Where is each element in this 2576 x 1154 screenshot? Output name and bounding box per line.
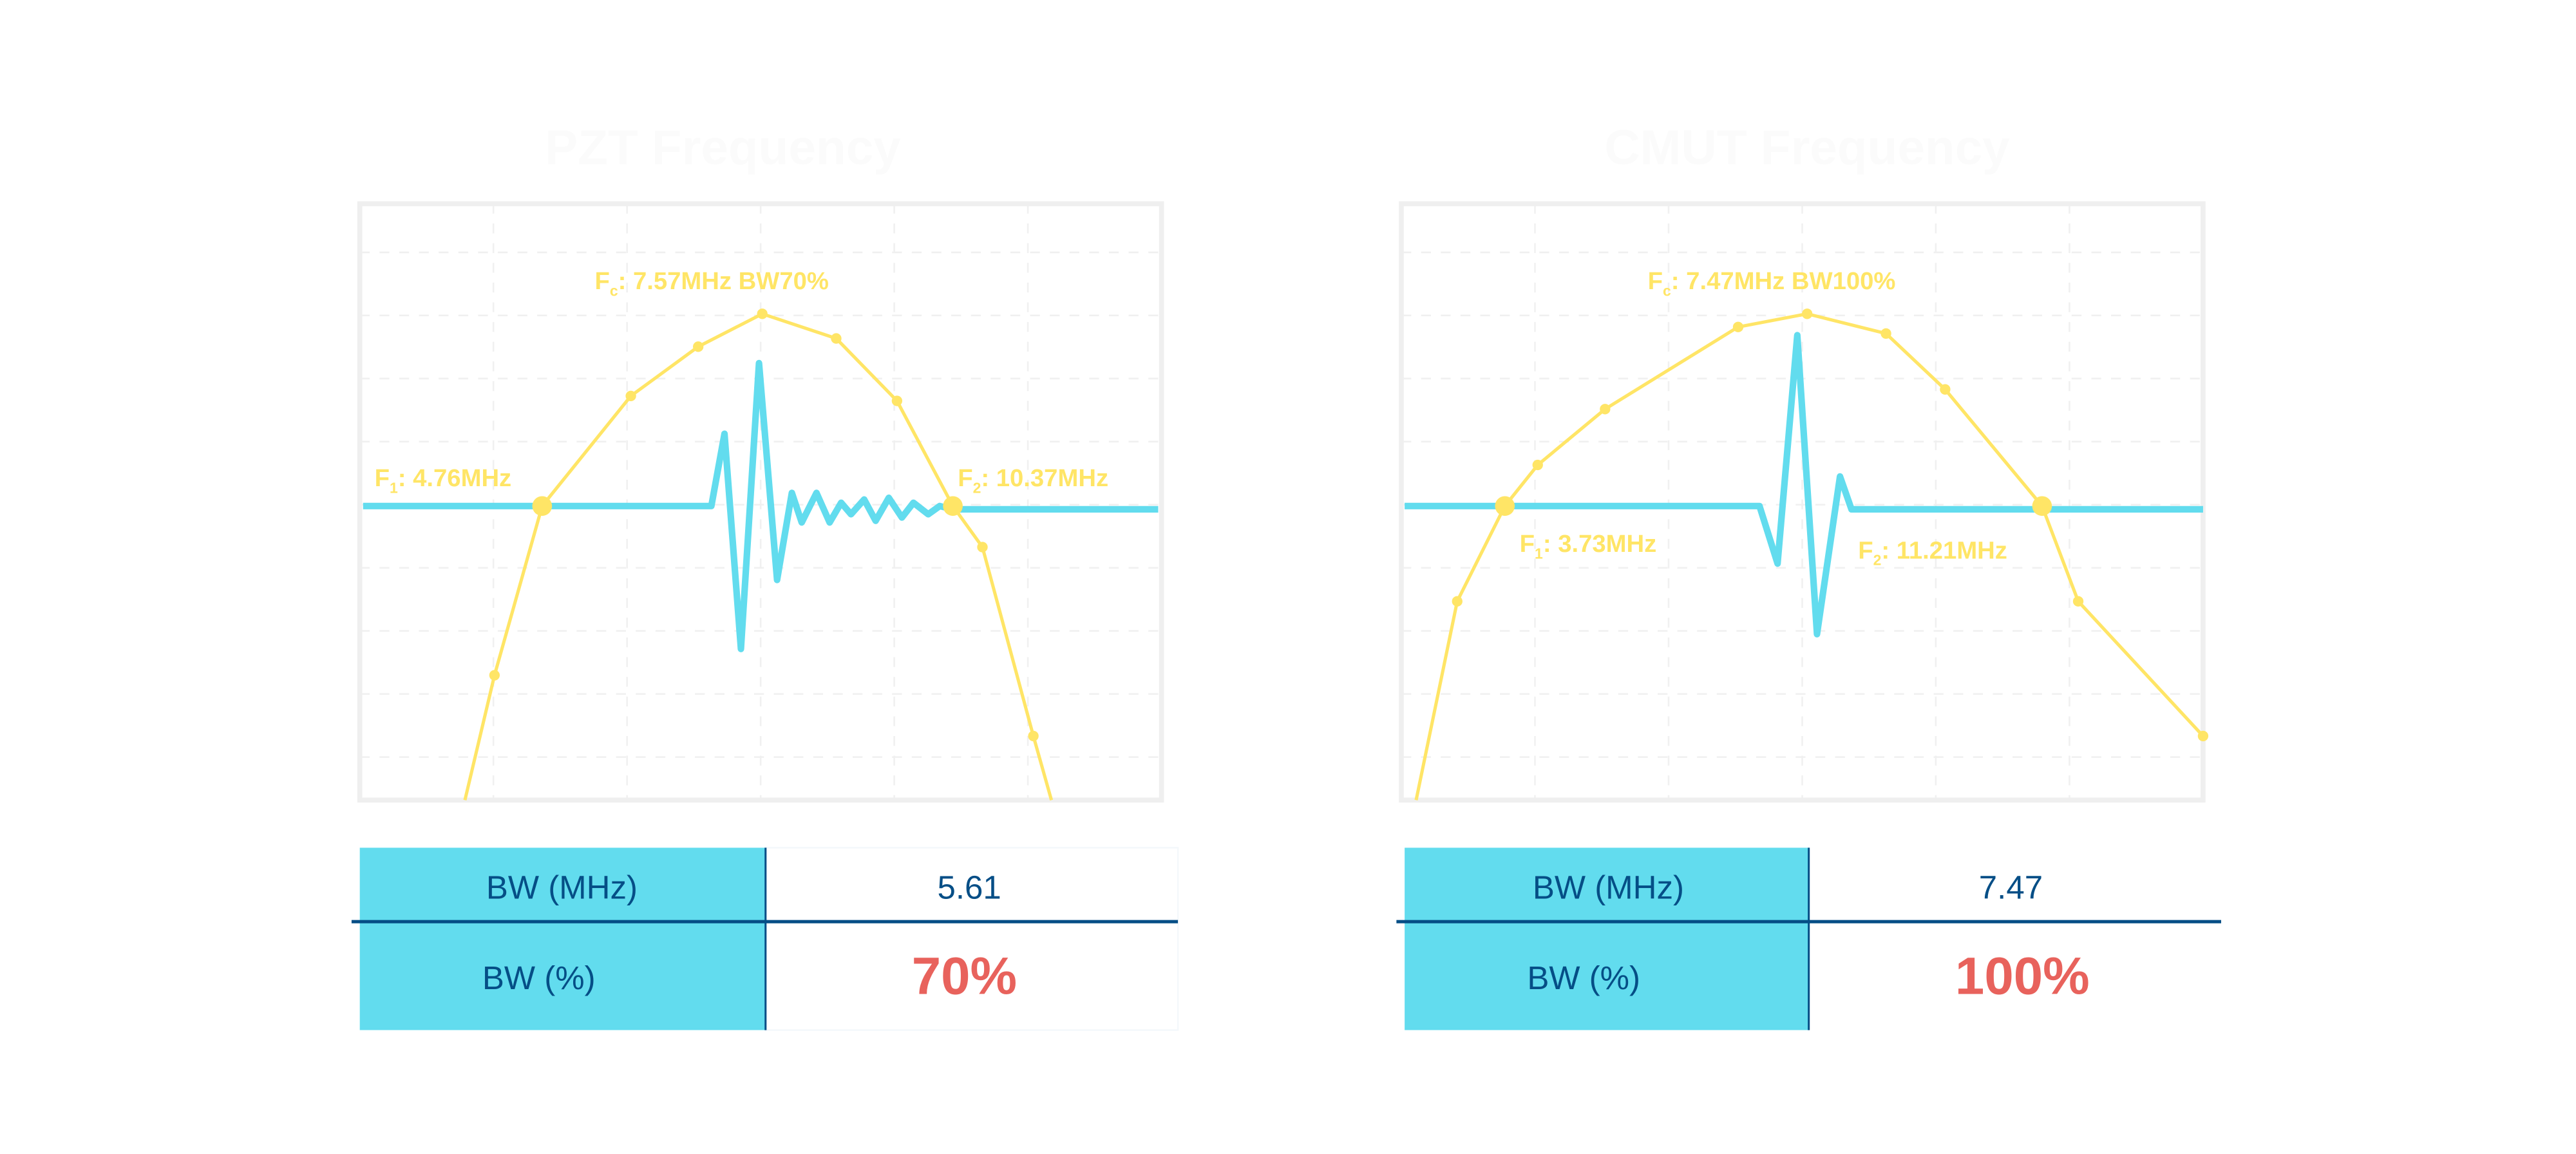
chart-frame	[1399, 201, 2206, 803]
panel-left: PZT Frequency Fc: 7.57MHz BW70% F1: 4.76…	[351, 120, 1179, 1031]
frequency-point	[1880, 328, 1891, 339]
table-label: BW (%)	[1527, 960, 1640, 996]
frequency-response-line	[1414, 312, 2204, 800]
f1-label: F1: 4.76MHz	[375, 464, 512, 496]
frequency-point	[1600, 404, 1611, 415]
table-label: BW (%)	[482, 960, 596, 996]
chart-title: CMUT Frequency	[1605, 120, 2011, 175]
chart-frame	[357, 201, 1164, 803]
f1-label: F1: 3.73MHz	[1520, 530, 1657, 562]
frequency-point	[625, 390, 636, 402]
cutoff-frequency-point	[943, 496, 963, 516]
frequency-points	[1452, 308, 2209, 742]
frequency-response-line	[463, 312, 1054, 801]
table-value-percent: 70%	[912, 947, 1017, 1005]
frequency-point	[1801, 308, 1813, 319]
f2-label: F2: 10.37MHz	[958, 464, 1108, 496]
fc-label: Fc: 7.47MHz BW100%	[1648, 267, 1896, 299]
table-header-cell-bg	[1405, 847, 1809, 1030]
pulse-waveform-line	[1405, 332, 2203, 638]
frequency-point	[1732, 321, 1744, 332]
frequency-point	[757, 308, 768, 319]
table-label: BW (MHz)	[486, 869, 638, 905]
frequency-point	[693, 341, 704, 352]
frequency-point	[2197, 730, 2209, 742]
panel-right: CMUT Frequency Fc: 7.47MHz BW100% F1: 3.…	[1396, 120, 2221, 1030]
frequency-point	[1940, 384, 1951, 395]
frequency-point	[1532, 459, 1543, 471]
pulse-waveform-line	[363, 359, 1159, 652]
cutoff-frequency-point	[532, 496, 553, 516]
frequency-point	[489, 670, 500, 681]
bandwidth-table: BW (MHz) 5.61 BW (%) 70%	[351, 847, 1179, 1031]
chart-title: PZT Frequency	[545, 120, 901, 175]
f2-label: F2: 11.21MHz	[1858, 536, 2007, 568]
frequency-point	[831, 333, 842, 344]
frequency-point	[1452, 596, 1463, 607]
fc-label: Fc: 7.57MHz BW70%	[594, 267, 828, 299]
frequency-point	[1028, 730, 1039, 742]
frequency-point	[2072, 596, 2084, 607]
cutoff-frequency-point	[1495, 496, 1515, 516]
frequency-point	[891, 395, 903, 406]
table-value-percent: 100%	[1955, 947, 2090, 1005]
table-value-cell-bg	[1808, 847, 2221, 1030]
frequency-point	[977, 542, 988, 553]
bandwidth-table: BW (MHz) 7.47 BW (%) 100%	[1396, 847, 2221, 1030]
table-value: 5.61	[937, 869, 1001, 905]
table-label: BW (MHz)	[1533, 869, 1684, 905]
table-value: 7.47	[1979, 869, 2043, 905]
cutoff-frequency-point	[2032, 496, 2052, 516]
frequency-points	[489, 308, 1039, 742]
table-header-cell-bg	[359, 847, 766, 1030]
